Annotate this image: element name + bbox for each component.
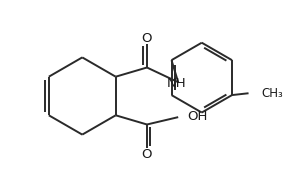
Text: CH₃: CH₃	[261, 87, 283, 100]
Text: O: O	[142, 32, 152, 45]
Text: NH: NH	[166, 77, 186, 90]
Text: OH: OH	[187, 110, 208, 123]
Text: O: O	[142, 148, 152, 161]
